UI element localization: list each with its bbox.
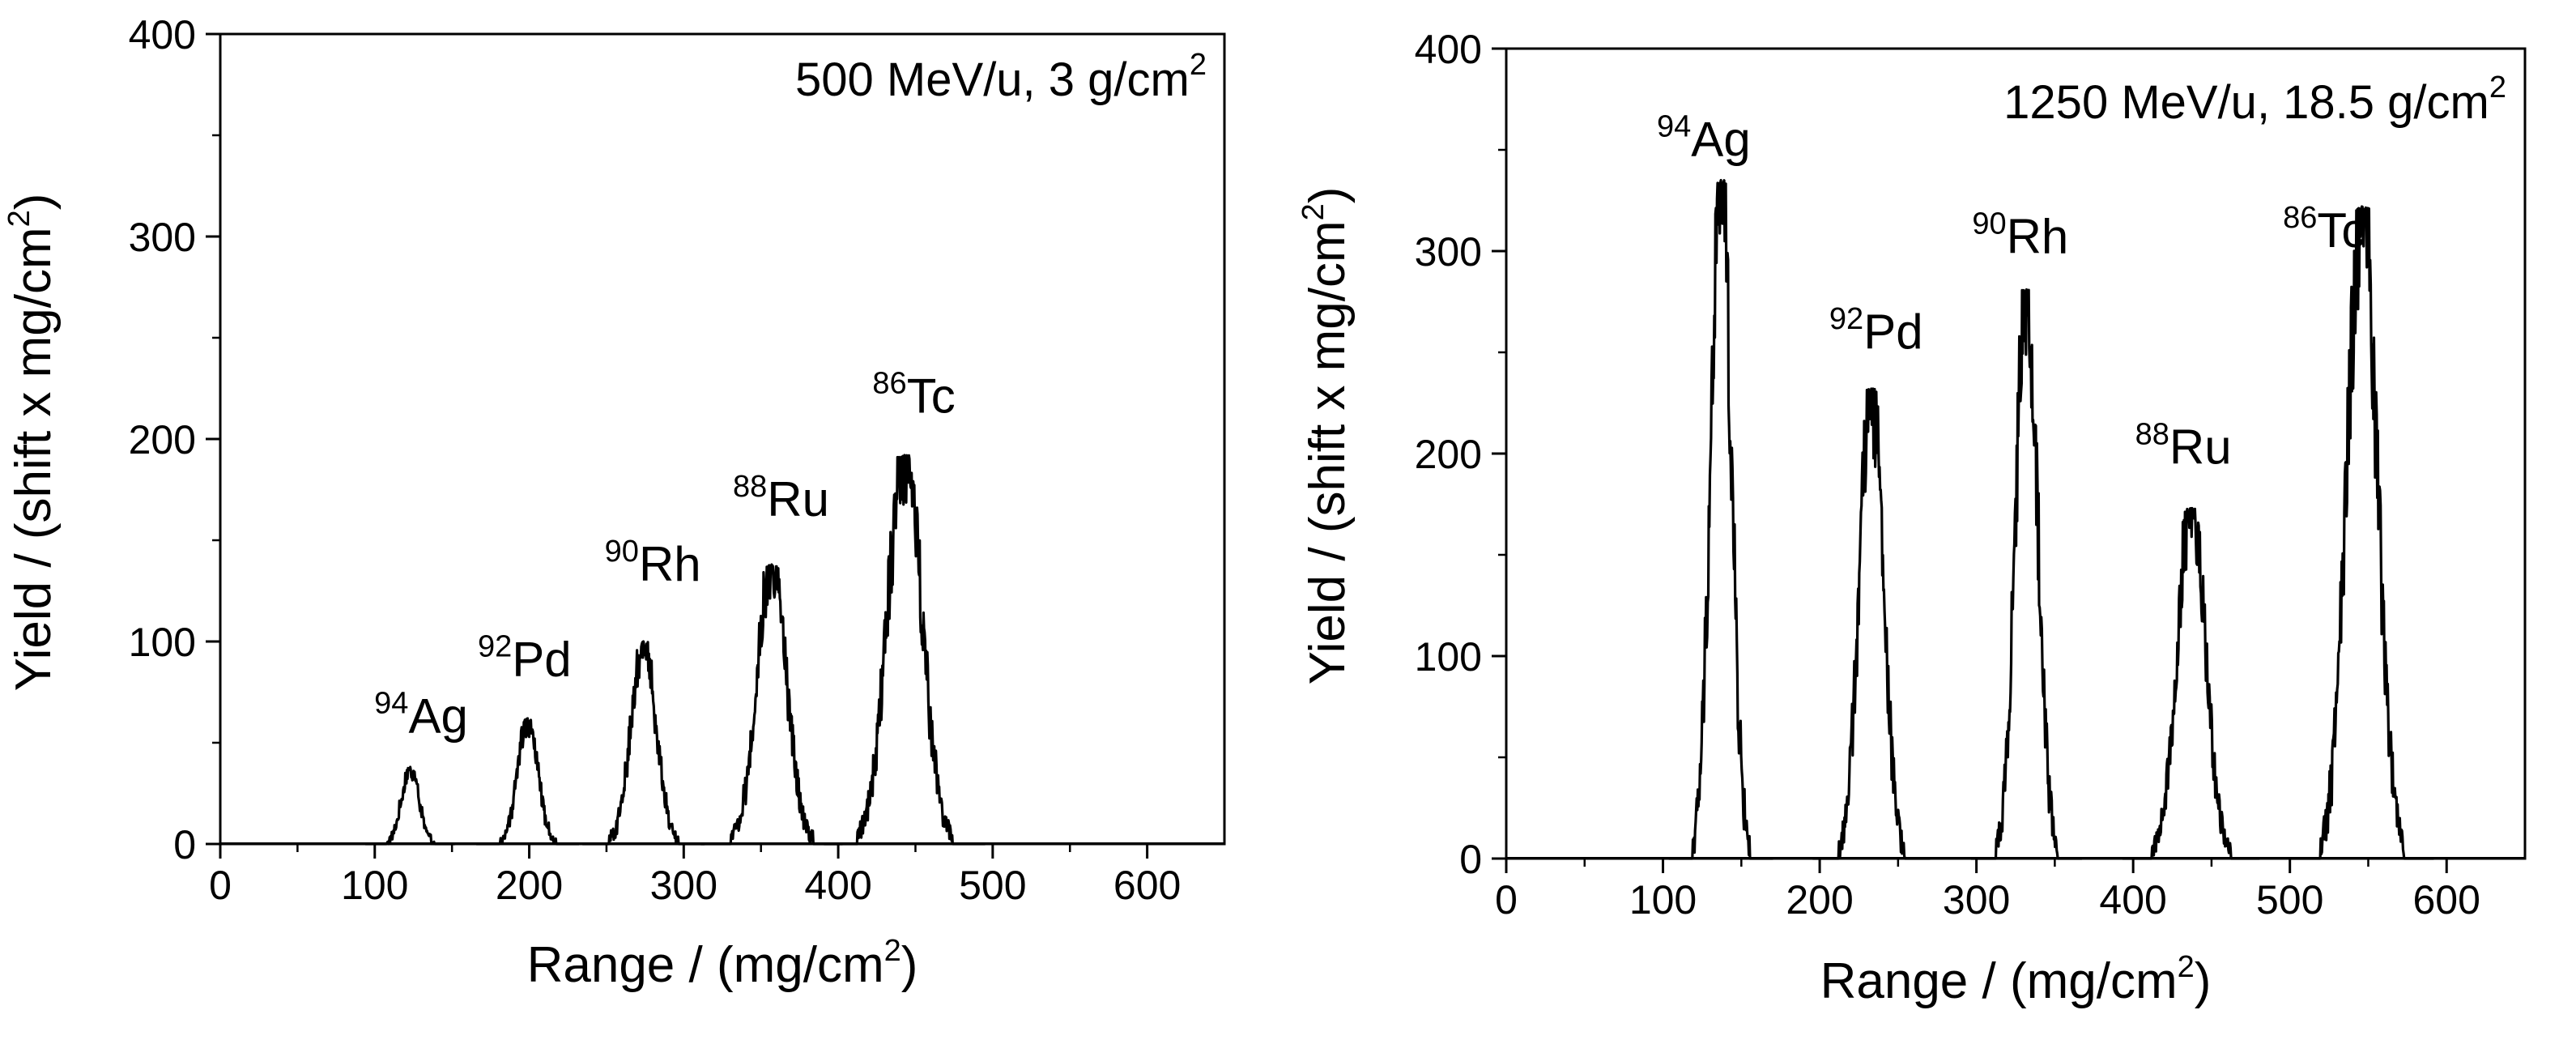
right-x-axis-title-sup: 2	[2178, 950, 2195, 984]
right-xtick-label-300: 300	[1943, 877, 2010, 923]
right-panel-title: 1250 MeV/u, 18.5 g/cm2	[2003, 70, 2506, 129]
right-label-86Tc-element: Tc	[2317, 203, 2365, 258]
right-y-axis-title: Yield / (shift x mg/cm2)	[1297, 187, 1356, 685]
right-ytick-label-100: 100	[1415, 634, 1482, 680]
right-label-88Ru: 88Ru	[2135, 418, 2232, 475]
left-y-axis-title-end: )	[6, 194, 62, 211]
left-ytick-label-0: 0	[173, 822, 196, 867]
right-x-axis-title-end: )	[2195, 953, 2212, 1009]
right-label-86Tc-mass: 86	[2283, 201, 2317, 235]
right-ytick-label-200: 200	[1415, 432, 1482, 477]
left-label-92Pd-element: Pd	[512, 633, 571, 687]
left-y-axis-title: Yield / (shift x mg/cm2)	[2, 194, 62, 692]
right-panel-title-sup: 2	[2489, 70, 2506, 104]
left-xtick-label-600: 600	[1113, 863, 1181, 908]
right-ytick-label-0: 0	[1459, 837, 1482, 882]
right-xtick-label-200: 200	[1786, 877, 1853, 923]
chart-1250mev: 0 100 200 300 400 500 600 0 100 200 300 400 Range / …	[1288, 0, 2576, 1057]
left-ytick-label-400: 400	[129, 12, 196, 58]
right-label-94Ag-element: Ag	[1691, 113, 1750, 167]
right-ytick-label-400: 400	[1415, 27, 1482, 72]
right-label-86Tc: 86Tc	[2283, 201, 2365, 258]
left-x-axis-title-end: )	[901, 937, 918, 993]
left-label-88Ru-mass: 88	[733, 470, 767, 504]
right-y-axis-title-sup: 2	[1297, 203, 1331, 220]
right-label-90Rh-mass: 90	[1972, 207, 2006, 241]
left-y-axis-title-main: Yield / (shift x mg/cm	[6, 227, 62, 691]
left-panel-title: 500 MeV/u, 3 g/cm2	[795, 48, 1207, 106]
right-label-92Pd-element: Pd	[1863, 305, 1922, 359]
right-x-axis-title-main: Range / (mg/cm	[1820, 953, 2178, 1009]
left-x-axis-title: Range / (mg/cm2)	[527, 934, 918, 993]
chart-1250mev-svg: 0 100 200 300 400 500 600 0 100 200 300 400 Range / …	[1297, 27, 2527, 1009]
left-panel-title-sup: 2	[1190, 48, 1207, 82]
left-label-94Ag: 94Ag	[374, 687, 468, 744]
right-label-92Pd: 92Pd	[1829, 302, 1923, 359]
left-label-88Ru: 88Ru	[733, 470, 829, 526]
left-ytick-label-300: 300	[129, 215, 196, 260]
right-xtick-label-0: 0	[1495, 877, 1518, 923]
right-x-axis-title: Range / (mg/cm2)	[1820, 950, 2212, 1009]
left-label-86Tc-element: Tc	[907, 369, 956, 424]
left-trace-92Pd	[475, 717, 580, 846]
right-trace-92Pd	[1812, 387, 1931, 860]
left-xtick-label-300: 300	[650, 863, 717, 908]
left-xtick-label-100: 100	[341, 863, 408, 908]
right-xtick-label-600: 600	[2413, 877, 2480, 923]
right-label-88Ru-mass: 88	[2135, 418, 2169, 452]
left-ytick-label-200: 200	[129, 417, 196, 462]
left-label-94Ag-element: Ag	[408, 689, 467, 744]
right-xtick-label-100: 100	[1629, 877, 1697, 923]
left-trace-90Rh	[581, 640, 705, 846]
left-label-92Pd-mass: 92	[478, 630, 512, 664]
right-label-94Ag: 94Ag	[1657, 110, 1751, 167]
left-xtick-label-500: 500	[959, 863, 1026, 908]
right-trace-94Ag	[1667, 178, 1774, 860]
right-xtick-label-400: 400	[2099, 877, 2166, 923]
chart-500mev: 0 100 200 300 400 500 600 0 100 200 300 400 Range / …	[2, 12, 1226, 993]
left-label-94Ag-mass: 94	[374, 687, 408, 721]
right-trace-88Ru	[2122, 506, 2261, 860]
right-label-88Ru-element: Ru	[2169, 420, 2232, 475]
right-label-90Rh-element: Rh	[2007, 210, 2069, 264]
right-label-92Pd-mass: 92	[1829, 302, 1863, 336]
left-plot-frame	[219, 32, 1226, 846]
left-label-86Tc-mass: 86	[872, 367, 906, 401]
left-trace-94Ag	[364, 765, 456, 846]
left-label-86Tc: 86Tc	[872, 367, 955, 424]
left-label-90Rh-element: Rh	[639, 537, 701, 591]
right-trace-90Rh	[1970, 288, 2083, 860]
left-label-88Ru-element: Ru	[767, 472, 829, 526]
right-label-94Ag-mass: 94	[1657, 110, 1691, 144]
chart-500mev-svg: 0 100 200 300 400 500 600 0 100 200 300 400 Range / …	[2, 12, 1226, 993]
right-y-axis-title-main: Yield / (shift x mg/cm	[1300, 220, 1356, 684]
left-trace-88Ru	[700, 563, 844, 846]
right-ytick-label-300: 300	[1415, 229, 1482, 275]
right-panel-title-main: 1250 MeV/u, 18.5 g/cm	[2003, 76, 2489, 129]
right-trace-86Tc	[2289, 205, 2435, 860]
left-xtick-label-200: 200	[496, 863, 563, 908]
left-y-axis-title-sup: 2	[2, 210, 36, 227]
left-xtick-label-400: 400	[804, 863, 871, 908]
left-xtick-label-0: 0	[209, 863, 232, 908]
right-y-axis-title-end: )	[1300, 187, 1356, 204]
left-panel-title-main: 500 MeV/u, 3 g/cm	[795, 53, 1190, 106]
left-label-90Rh: 90Rh	[605, 535, 701, 591]
left-label-90Rh-mass: 90	[605, 535, 639, 569]
right-xtick-label-500: 500	[2256, 877, 2323, 923]
left-ytick-label-100: 100	[129, 620, 196, 665]
left-trace-86Tc	[823, 454, 986, 846]
left-x-axis-title-main: Range / (mg/cm	[527, 937, 884, 993]
left-x-axis-title-sup: 2	[884, 934, 901, 968]
right-label-90Rh: 90Rh	[1972, 207, 2068, 264]
left-label-92Pd: 92Pd	[478, 630, 572, 687]
